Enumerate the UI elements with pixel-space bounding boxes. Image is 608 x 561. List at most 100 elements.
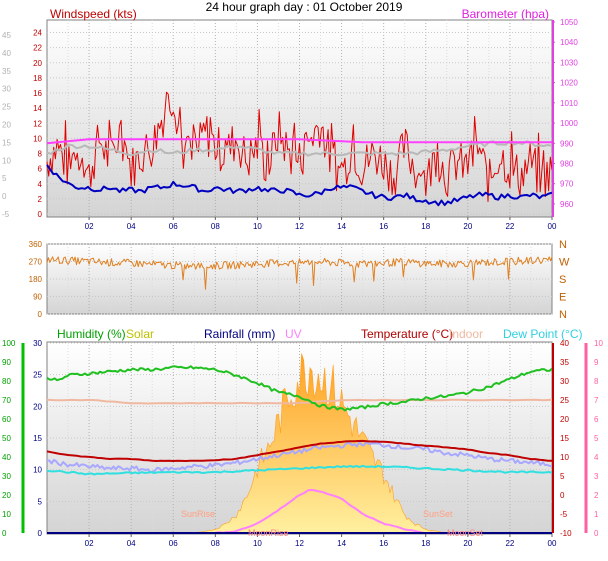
windspeed-tick-label: 2 bbox=[38, 195, 43, 204]
sunset-label: SunSet bbox=[423, 509, 453, 519]
barometer-tick-label: 990 bbox=[560, 139, 574, 148]
windspeed-tick-label: 18 bbox=[33, 74, 42, 83]
temperature-tick-label: 40 bbox=[560, 339, 569, 348]
climate-x-tick-label: 18 bbox=[421, 539, 430, 548]
outer-scale-tick-label: 5 bbox=[2, 174, 7, 183]
climate-x-tick-label: 12 bbox=[295, 539, 304, 548]
climate-x-tick-label: 20 bbox=[463, 539, 472, 548]
uv-tick-label: 3 bbox=[594, 472, 599, 481]
series-humidity bbox=[46, 365, 553, 412]
windspeed-tick-label: 6 bbox=[38, 165, 43, 174]
wind-x-tick-label: 20 bbox=[463, 222, 472, 231]
humidity-tick-label: 0 bbox=[2, 529, 7, 538]
climate-x-tick-label: 02 bbox=[85, 539, 94, 548]
series-wind-gust bbox=[46, 91, 553, 202]
direction-tick-label: 270 bbox=[29, 258, 43, 267]
barometer-tick-label: 980 bbox=[560, 159, 574, 168]
series-uv bbox=[215, 488, 447, 535]
compass-tick-label: N bbox=[559, 309, 567, 321]
outer-scale-tick-label: 15 bbox=[2, 138, 11, 147]
windspeed-tick-label: 12 bbox=[33, 119, 42, 128]
windspeed-label: Windspeed (kts) bbox=[50, 7, 137, 21]
wind-x-tick-label: 12 bbox=[295, 222, 304, 231]
moonset-label: MoonSet bbox=[447, 528, 484, 538]
uv-tick-label: 7 bbox=[594, 396, 599, 405]
wind-x-tick-label: 02 bbox=[85, 222, 94, 231]
wind-x-tick-label: 00 bbox=[548, 222, 557, 231]
windspeed-tick-label: 20 bbox=[33, 59, 42, 68]
windspeed-tick-label: 16 bbox=[33, 89, 42, 98]
rainfall-tick-label: 10 bbox=[33, 466, 42, 475]
direction-tick-label: 180 bbox=[29, 275, 43, 284]
barometer-tick-label: 1050 bbox=[560, 18, 578, 27]
barometer-tick-label: 1000 bbox=[560, 119, 578, 128]
temperature-tick-label: 35 bbox=[560, 358, 569, 367]
direction-tick-label: 360 bbox=[29, 240, 43, 249]
windspeed-tick-label: 24 bbox=[33, 29, 42, 38]
barometer-tick-label: 970 bbox=[560, 180, 574, 189]
wind-x-tick-label: 04 bbox=[127, 222, 136, 231]
outer-scale-tick-label: 40 bbox=[2, 49, 11, 58]
humidity-tick-label: 100 bbox=[2, 339, 16, 348]
uv-tick-label: 5 bbox=[594, 434, 599, 443]
moonrise-label: MoonRise bbox=[248, 528, 289, 538]
climate-x-tick-label: 06 bbox=[169, 539, 178, 548]
page-title: 24 hour graph day : 01 October 2019 bbox=[205, 0, 403, 14]
humidity-tick-label: 40 bbox=[2, 453, 11, 462]
wind-x-tick-label: 14 bbox=[337, 222, 346, 231]
windspeed-tick-label: 14 bbox=[33, 104, 42, 113]
rainfall-tick-label: 15 bbox=[33, 434, 42, 443]
outer-scale-tick-label: 35 bbox=[2, 67, 11, 76]
humidity-tick-label: 10 bbox=[2, 510, 11, 519]
outer-scale-tick-label: -5 bbox=[2, 210, 10, 219]
uv-tick-label: 1 bbox=[594, 510, 599, 519]
climate-x-tick-label: 14 bbox=[337, 539, 346, 548]
rainfall-tick-label: 20 bbox=[33, 402, 42, 411]
temperature-tick-label: 15 bbox=[560, 434, 569, 443]
compass-tick-label: S bbox=[559, 274, 566, 286]
climate-x-tick-label: 08 bbox=[211, 539, 220, 548]
temperature-tick-label: 0 bbox=[560, 491, 565, 500]
uv-tick-label: 8 bbox=[594, 377, 599, 386]
series-temperature bbox=[46, 439, 552, 462]
solar-label: Solar bbox=[126, 327, 154, 341]
direction-tick-label: 90 bbox=[33, 293, 42, 302]
series-wind-direction bbox=[46, 256, 553, 290]
humidity-tick-label: 70 bbox=[2, 396, 11, 405]
humidity-tick-label: 80 bbox=[2, 377, 11, 386]
rainfall-tick-label: 0 bbox=[38, 529, 43, 538]
barometer-tick-label: 1010 bbox=[560, 99, 578, 108]
windspeed-tick-label: 4 bbox=[38, 180, 43, 189]
compass-tick-label: N bbox=[559, 239, 567, 251]
outer-scale-tick-label: 45 bbox=[2, 31, 11, 40]
wind-x-tick-label: 10 bbox=[253, 222, 262, 231]
outer-scale-tick-label: 20 bbox=[2, 121, 11, 130]
climate-x-tick-label: 00 bbox=[548, 539, 557, 548]
uv-tick-label: 10 bbox=[594, 339, 603, 348]
temperature-tick-label: 20 bbox=[560, 415, 569, 424]
wind-x-tick-label: 06 bbox=[169, 222, 178, 231]
barometer-tick-label: 1040 bbox=[560, 38, 578, 47]
uv-tick-label: 4 bbox=[594, 453, 599, 462]
humidity-tick-label: 30 bbox=[2, 472, 11, 481]
wind-x-tick-label: 08 bbox=[211, 222, 220, 231]
uv-tick-label: 0 bbox=[594, 529, 599, 538]
climate-x-tick-label: 16 bbox=[379, 539, 388, 548]
climate-x-tick-label: 22 bbox=[505, 539, 514, 548]
wind-x-tick-label: 16 bbox=[379, 222, 388, 231]
series-apparent-temperature bbox=[46, 440, 552, 474]
compass-tick-label: E bbox=[559, 292, 566, 304]
humidity-tick-label: 90 bbox=[2, 358, 11, 367]
climate-x-tick-label: 10 bbox=[253, 539, 262, 548]
temperature-label: Temperature (°C) bbox=[361, 327, 453, 341]
humidity-tick-label: 50 bbox=[2, 434, 11, 443]
series-indoor bbox=[46, 398, 553, 405]
compass-tick-label: W bbox=[559, 257, 570, 269]
windspeed-tick-label: 0 bbox=[38, 210, 43, 219]
temperature-tick-label: 5 bbox=[560, 472, 565, 481]
series-wind-average bbox=[46, 164, 553, 207]
windspeed-tick-label: 22 bbox=[33, 44, 42, 53]
humidity-tick-label: 20 bbox=[2, 491, 11, 500]
temperature-tick-label: 30 bbox=[560, 377, 569, 386]
series-barometer bbox=[46, 138, 552, 145]
